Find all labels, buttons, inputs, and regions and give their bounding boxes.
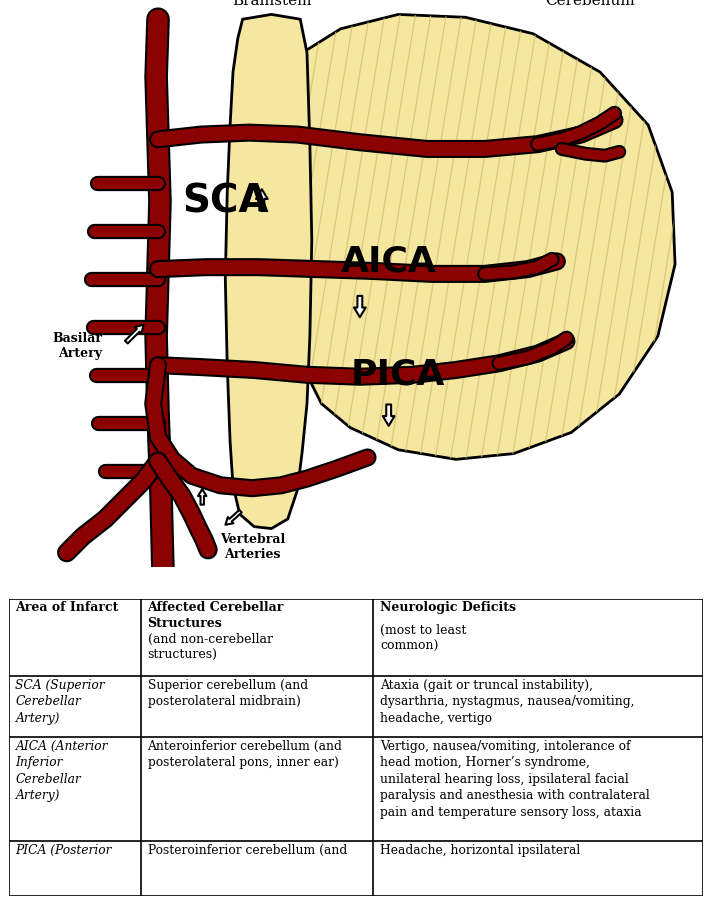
Text: AICA (Anterior
Inferior
Cerebellar
Artery): AICA (Anterior Inferior Cerebellar Arter… — [16, 740, 108, 802]
Text: Area of Infarct: Area of Infarct — [16, 601, 119, 615]
Text: Neurologic Deficits: Neurologic Deficits — [380, 601, 516, 615]
Polygon shape — [300, 14, 675, 459]
Text: Anteroinferior cerebellum (and
posterolateral pons, inner ear): Anteroinferior cerebellum (and posterola… — [147, 740, 342, 770]
Text: Ataxia (gait or truncal instability),
dysarthria, nystagmus, nausea/vomiting,
he: Ataxia (gait or truncal instability), dy… — [380, 679, 635, 725]
Text: (and non-cerebellar
structures): (and non-cerebellar structures) — [147, 633, 273, 662]
Text: Basilar
Artery: Basilar Artery — [52, 332, 103, 360]
Text: Cerebellum: Cerebellum — [545, 0, 635, 8]
Text: Affected Cerebellar
Structures: Affected Cerebellar Structures — [147, 601, 284, 631]
Polygon shape — [225, 14, 312, 528]
Text: Posteroinferior cerebellum (and: Posteroinferior cerebellum (and — [147, 843, 347, 857]
Text: PICA (Posterior: PICA (Posterior — [16, 843, 112, 857]
Text: Superior cerebellum (and
posterolateral midbrain): Superior cerebellum (and posterolateral … — [147, 679, 308, 708]
Text: Vertigo, nausea/vomiting, intolerance of
head motion, Horner’s syndrome,
unilate: Vertigo, nausea/vomiting, intolerance of… — [380, 740, 650, 819]
Text: (most to least
common): (most to least common) — [380, 624, 466, 652]
Text: Vertebral
Arteries: Vertebral Arteries — [219, 534, 285, 562]
Text: AICA: AICA — [341, 245, 436, 278]
Text: Headache, horizontal ipsilateral: Headache, horizontal ipsilateral — [380, 843, 580, 857]
Text: Brainstem: Brainstem — [231, 0, 311, 8]
Text: SCA (Superior
Cerebellar
Artery): SCA (Superior Cerebellar Artery) — [16, 679, 105, 725]
Text: PICA: PICA — [351, 358, 446, 392]
Text: SCA: SCA — [182, 183, 268, 220]
